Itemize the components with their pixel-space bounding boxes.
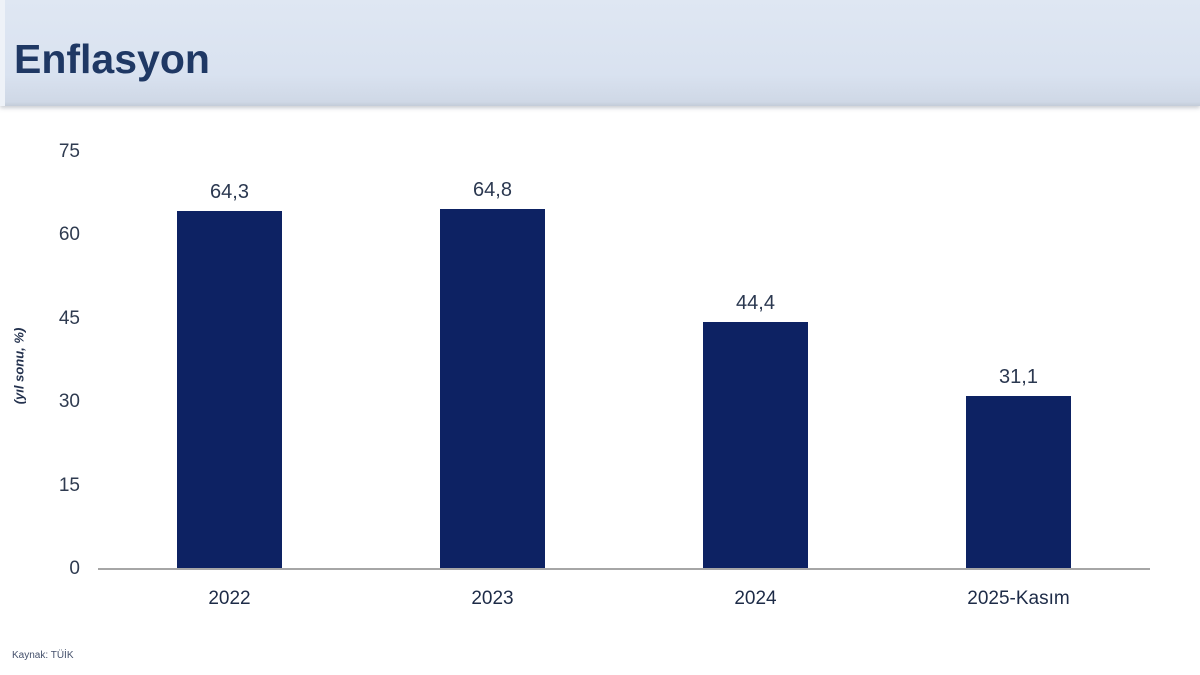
bar-value-label-2023: 64,8 xyxy=(473,178,512,201)
y-tick-15: 15 xyxy=(58,474,80,496)
y-tick-45: 45 xyxy=(58,307,80,329)
y-tick-60: 60 xyxy=(58,224,80,246)
y-tick-75: 75 xyxy=(58,141,80,162)
x-tick-2023: 2023 xyxy=(471,588,514,609)
bar-value-label-2024: 44,4 xyxy=(736,292,775,315)
header-band: Enflasyon xyxy=(0,0,1200,106)
x-tick-2022: 2022 xyxy=(208,588,251,609)
x-tick-2025-Kasım: 2025-Kasım xyxy=(967,588,1070,609)
x-tick-2024: 2024 xyxy=(734,588,777,609)
source-note: Kaynak: TÜİK xyxy=(12,650,74,661)
page-title: Enflasyon xyxy=(14,35,210,82)
bar-2025-Kasım xyxy=(966,396,1071,569)
bar-2022 xyxy=(177,211,282,569)
y-tick-30: 30 xyxy=(58,391,80,413)
y-tick-0: 0 xyxy=(69,558,80,579)
x-axis-line xyxy=(98,568,1150,570)
bar-2023 xyxy=(440,208,545,569)
bar-value-label-2025-Kasım: 31,1 xyxy=(999,366,1038,389)
bar-value-label-2022: 64,3 xyxy=(210,181,249,204)
bar-2024 xyxy=(703,322,808,569)
